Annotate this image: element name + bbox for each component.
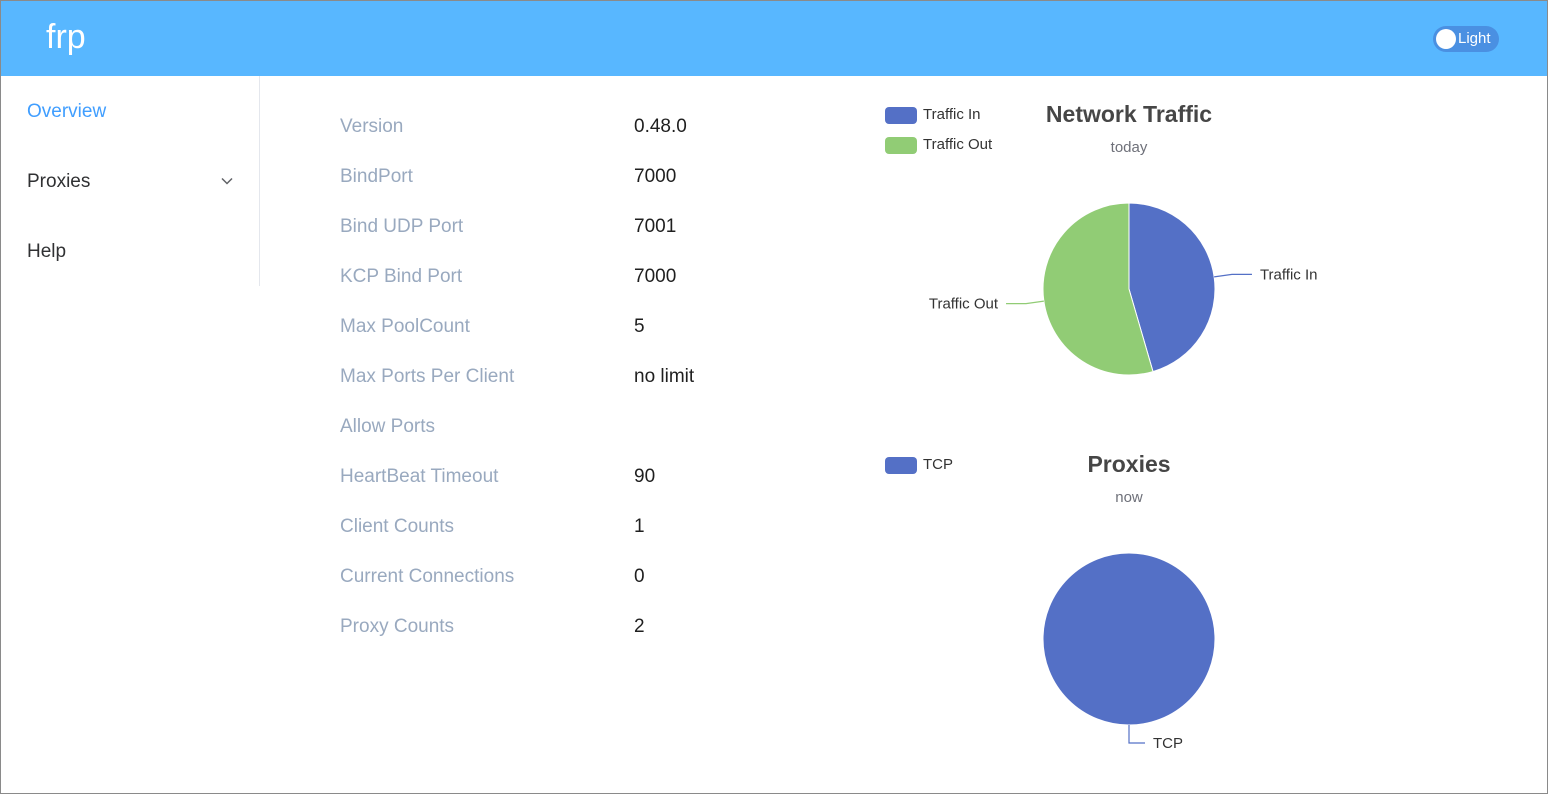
- info-row-current-connections: Current Connections 0: [340, 566, 800, 592]
- pie-slice-traffic-out[interactable]: [1042, 202, 1154, 376]
- info-value: 90: [634, 466, 656, 487]
- info-label: Proxy Counts: [340, 616, 455, 637]
- info-row-heartbeat-timeout: HeartBeat Timeout 90: [340, 466, 800, 492]
- pie-label-line: [1214, 273, 1252, 278]
- legend-swatch: [885, 107, 917, 124]
- info-row-bind-port: BindPort 7000: [340, 166, 800, 192]
- info-row-max-pool-count: Max PoolCount 5: [340, 316, 800, 342]
- legend-label: TCP: [923, 456, 953, 473]
- pie-slice-label: Traffic In: [1260, 266, 1318, 283]
- top-header: frp Light: [1, 1, 1547, 76]
- chevron-down-icon[interactable]: [220, 174, 234, 188]
- info-value: 2: [634, 616, 645, 637]
- sidebar-menu: Overview Proxies Help: [1, 76, 260, 286]
- proxies-chart: TCP Proxies now TCP: [861, 451, 1461, 771]
- info-value: 0: [634, 566, 645, 587]
- info-value: 1: [634, 516, 645, 537]
- network-traffic-chart: Traffic In Traffic Out Network Traffic t…: [861, 101, 1461, 421]
- legend-label: Traffic In: [923, 106, 981, 123]
- info-label: Max Ports Per Client: [340, 366, 515, 387]
- info-label: KCP Bind Port: [340, 266, 463, 287]
- pie-label-line: [1006, 300, 1044, 305]
- toggle-knob: [1436, 29, 1456, 49]
- pie-slice-label: Traffic Out: [929, 296, 999, 313]
- info-label: Current Connections: [340, 566, 515, 587]
- info-label: Allow Ports: [340, 416, 436, 437]
- legend-swatch: [885, 457, 917, 474]
- info-row-bind-udp-port: Bind UDP Port 7001: [340, 216, 800, 242]
- sidebar-item-help[interactable]: Help: [27, 241, 67, 262]
- pie-slice-label: TCP: [1153, 735, 1183, 752]
- proxies-pie-svg: TCP: [1042, 552, 1216, 752]
- info-value: 7000: [634, 166, 677, 187]
- info-row-allow-ports: Allow Ports: [340, 416, 800, 442]
- pie-label-line: [1128, 725, 1145, 744]
- info-value: 0.48.0: [634, 116, 687, 137]
- traffic-pie-svg: Traffic In Traffic Out: [929, 202, 1318, 376]
- brand-logo[interactable]: frp: [46, 18, 86, 56]
- sidebar-item-proxies[interactable]: Proxies: [27, 171, 91, 192]
- info-value: 5: [634, 316, 645, 337]
- theme-toggle-label: Light: [1458, 30, 1491, 47]
- pie-slice-traffic-in[interactable]: [1128, 202, 1216, 373]
- info-label: Client Counts: [340, 516, 455, 537]
- info-label: BindPort: [340, 166, 413, 187]
- info-value: 7000: [634, 266, 677, 287]
- info-row-max-ports-per-client: Max Ports Per Client no limit: [340, 366, 800, 392]
- info-row-proxy-counts: Proxy Counts 2: [340, 616, 800, 642]
- legend-swatch: [885, 137, 917, 154]
- info-value: 7001: [634, 216, 677, 237]
- info-row-version: Version 0.48.0: [340, 116, 800, 142]
- info-label: HeartBeat Timeout: [340, 466, 499, 487]
- info-row-kcp-bind-port: KCP Bind Port 7000: [340, 266, 800, 292]
- info-label: Version: [340, 116, 404, 137]
- info-value: no limit: [634, 366, 695, 387]
- info-row-client-counts: Client Counts 1: [340, 516, 800, 542]
- info-label: Max PoolCount: [340, 316, 470, 337]
- info-label: Bind UDP Port: [340, 216, 464, 237]
- theme-toggle-switch[interactable]: Light: [1433, 26, 1499, 52]
- sidebar-item-overview[interactable]: Overview: [27, 101, 107, 122]
- pie-slice-tcp[interactable]: [1042, 552, 1216, 726]
- legend-label: Traffic Out: [923, 136, 993, 153]
